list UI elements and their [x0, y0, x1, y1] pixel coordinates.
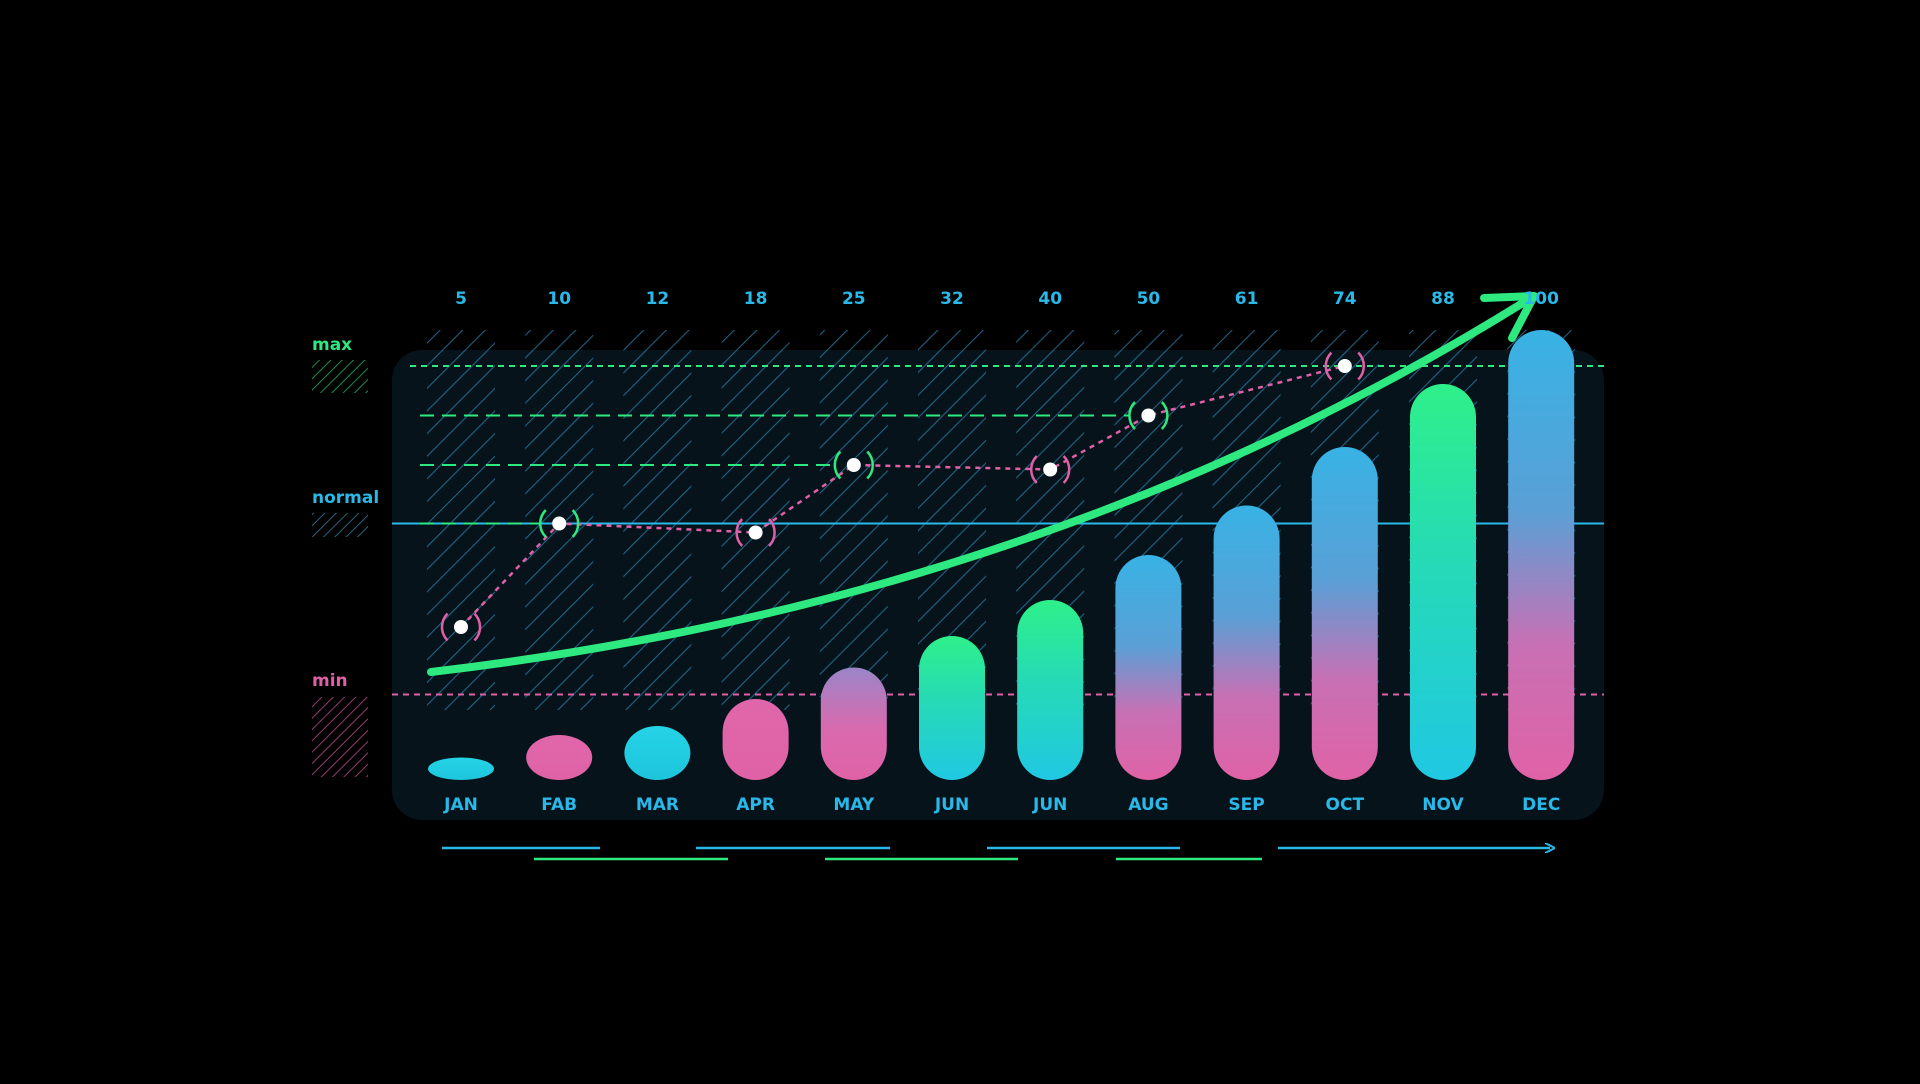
- value-label: 25: [842, 289, 866, 309]
- category-label: APR: [736, 795, 775, 815]
- bar: [1213, 505, 1280, 780]
- marker-ring: [473, 612, 482, 642]
- legend-min-swatch: [312, 697, 368, 777]
- marker-ring: [1357, 351, 1365, 381]
- bar: [428, 757, 494, 780]
- legend-max-label: max: [312, 335, 352, 355]
- value-label: 50: [1137, 289, 1161, 309]
- bar: [1508, 330, 1575, 780]
- trend-arrowhead: [1480, 292, 1538, 342]
- value-label: 74: [1333, 289, 1357, 309]
- data-point: [1141, 408, 1156, 423]
- data-point: [846, 458, 861, 472]
- data-point: [1337, 359, 1352, 373]
- legend-min-label: min: [312, 671, 348, 691]
- bar: [919, 636, 985, 780]
- value-label: 88: [1431, 289, 1455, 309]
- bar: [1115, 555, 1182, 780]
- category-label: OCT: [1326, 795, 1365, 815]
- marker-ring: [571, 509, 580, 538]
- bar: [526, 735, 593, 780]
- marker-ring: [1062, 455, 1071, 484]
- timeline-decoration: [442, 848, 1550, 861]
- data-point: [1043, 462, 1058, 477]
- bar: [624, 726, 691, 780]
- value-label: 40: [1038, 289, 1062, 309]
- value-label: 12: [646, 289, 670, 309]
- trend-curve: [427, 292, 1538, 676]
- bar: [1410, 384, 1476, 780]
- legend-normal-label: normal: [312, 488, 379, 508]
- marker-ring: [1324, 351, 1333, 381]
- marker-ring: [1128, 401, 1136, 430]
- category-label: MAR: [636, 795, 679, 815]
- category-label: AUG: [1128, 795, 1168, 815]
- category-label: JUN: [934, 795, 969, 815]
- hatch-column: [623, 330, 692, 710]
- marker-ring: [440, 612, 449, 642]
- bar: [722, 699, 789, 780]
- value-label: 32: [940, 289, 964, 309]
- value-label: 10: [547, 289, 571, 309]
- marker-ring: [1030, 455, 1038, 484]
- marker-ring: [833, 450, 842, 480]
- hatch-column: [721, 330, 790, 710]
- marker-ring: [768, 518, 776, 547]
- legend-max-swatch: [312, 360, 368, 393]
- legend: max normal min: [312, 335, 379, 777]
- marker-ring: [1160, 401, 1169, 430]
- category-label: MAY: [833, 795, 874, 815]
- legend-normal-swatch: [312, 513, 368, 537]
- bar: [1017, 600, 1084, 780]
- data-point: [748, 525, 763, 540]
- category-label: JAN: [443, 795, 478, 815]
- data-point: [552, 516, 567, 531]
- category-label: JUN: [1032, 795, 1067, 815]
- value-label: 100: [1523, 289, 1559, 309]
- bar: [820, 667, 887, 780]
- bar: [1311, 447, 1378, 780]
- marker-ring: [539, 509, 547, 538]
- chart-panel: [392, 350, 1604, 820]
- category-label: NOV: [1422, 795, 1464, 815]
- value-label: 18: [744, 289, 768, 309]
- hatch-column: [819, 330, 888, 710]
- value-label: 5: [455, 289, 467, 309]
- marker-ring: [735, 518, 744, 547]
- marker-ring: [866, 450, 874, 480]
- category-label: FAB: [541, 795, 577, 815]
- hatch-column: [427, 330, 495, 710]
- category-label: DEC: [1522, 795, 1560, 815]
- category-label: SEP: [1228, 795, 1264, 815]
- data-point: [454, 620, 468, 634]
- value-label: 61: [1235, 289, 1259, 309]
